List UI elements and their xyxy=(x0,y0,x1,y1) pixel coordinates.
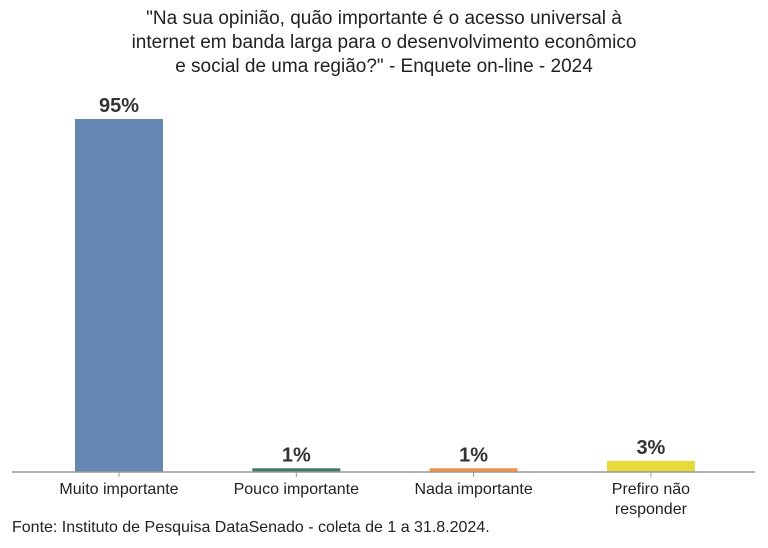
bar xyxy=(429,468,518,472)
x-tick-label: Nada importante xyxy=(414,481,532,498)
data-label: 1% xyxy=(282,444,311,466)
source-note: Fonte: Instituto de Pesquisa DataSenado … xyxy=(12,519,490,536)
data-label: 3% xyxy=(636,437,665,459)
x-tick-label: Pouco importante xyxy=(234,481,360,498)
x-tick-label: Prefiro não xyxy=(612,481,690,498)
bar xyxy=(75,119,163,472)
title-line: e social de uma região?" - Enquete on-li… xyxy=(175,56,593,77)
chart-title: "Na sua opinião, quão importante é o ace… xyxy=(132,8,637,77)
title-line: internet em banda larga para o desenvolv… xyxy=(132,32,637,53)
x-tick-label: Muito importante xyxy=(59,481,178,498)
data-label: 1% xyxy=(459,444,488,466)
bar xyxy=(252,468,341,472)
title-line: "Na sua opinião, quão importante é o ace… xyxy=(146,8,622,29)
data-label: 95% xyxy=(99,95,139,117)
bar xyxy=(606,460,695,472)
x-tick-label: responder xyxy=(615,501,688,518)
